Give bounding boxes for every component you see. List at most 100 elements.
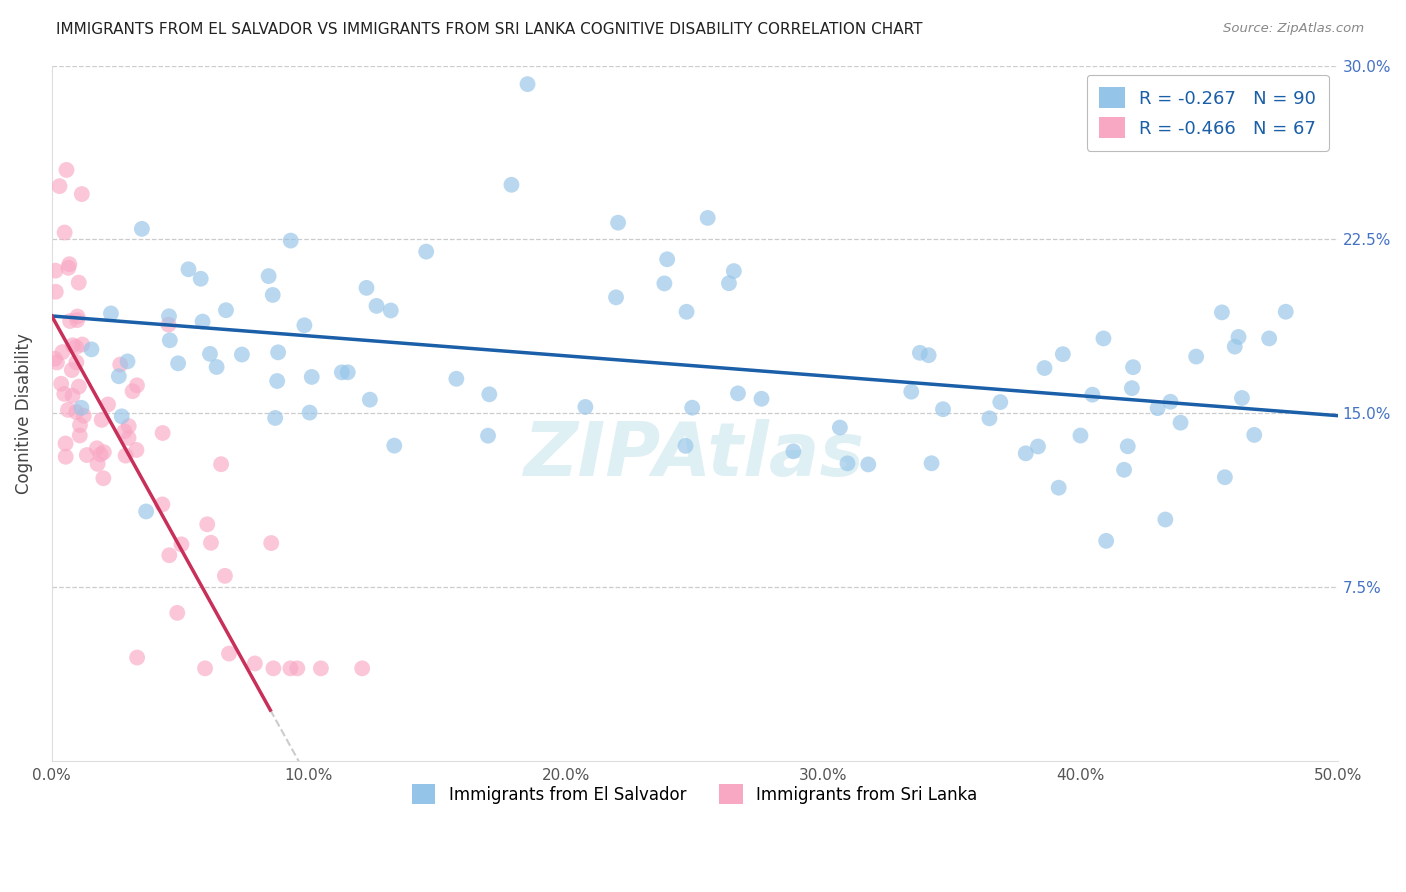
Point <box>51 345 73 359</box>
Point <box>605 290 627 304</box>
Point <box>70 337 93 351</box>
Point <box>90 447 112 461</box>
Y-axis label: Cognitive Disability: Cognitive Disability <box>15 333 32 494</box>
Point <box>55 162 77 177</box>
Point <box>330 365 353 379</box>
Point <box>157 548 180 562</box>
Point <box>1052 347 1074 361</box>
Point <box>309 661 332 675</box>
Point <box>152 425 174 440</box>
Point <box>285 661 308 675</box>
Point <box>45 285 67 299</box>
Point <box>114 449 136 463</box>
Point <box>66 313 89 327</box>
Point <box>150 497 173 511</box>
Point <box>1112 463 1135 477</box>
Point <box>352 661 374 675</box>
Point <box>908 346 931 360</box>
Point <box>280 661 302 675</box>
Point <box>257 269 280 284</box>
Point <box>93 471 115 485</box>
Point <box>70 401 93 415</box>
Point <box>1015 446 1038 460</box>
Point <box>214 569 236 583</box>
Point <box>55 436 77 450</box>
Point <box>60 363 83 377</box>
Point <box>93 445 115 459</box>
Point <box>267 345 290 359</box>
Point <box>86 442 108 456</box>
Point <box>681 401 703 415</box>
Point <box>198 347 221 361</box>
Point <box>1116 439 1139 453</box>
Point <box>1026 440 1049 454</box>
Point <box>380 303 402 318</box>
Point <box>48 179 70 194</box>
Point <box>262 661 284 675</box>
Point <box>260 536 283 550</box>
Point <box>1121 381 1143 395</box>
Point <box>751 392 773 406</box>
Point <box>1047 481 1070 495</box>
Point <box>80 343 103 357</box>
Point <box>477 428 499 442</box>
Point <box>723 264 745 278</box>
Point <box>264 411 287 425</box>
Point <box>100 306 122 320</box>
Point <box>1122 360 1144 375</box>
Point <box>1092 331 1115 345</box>
Point <box>292 318 315 333</box>
Point <box>125 378 148 392</box>
Point <box>654 277 676 291</box>
Point <box>121 384 143 399</box>
Point <box>932 402 955 417</box>
Point <box>177 262 200 277</box>
Point <box>111 409 134 424</box>
Point <box>574 400 596 414</box>
Point <box>190 272 212 286</box>
Point <box>114 425 136 439</box>
Point <box>478 387 501 401</box>
Point <box>59 314 82 328</box>
Point <box>675 305 697 319</box>
Point <box>1227 330 1250 344</box>
Point <box>218 647 240 661</box>
Point <box>1159 394 1181 409</box>
Point <box>135 504 157 518</box>
Point <box>1095 533 1118 548</box>
Legend: Immigrants from El Salvador, Immigrants from Sri Lanka: Immigrants from El Salvador, Immigrants … <box>401 772 988 815</box>
Point <box>58 257 80 271</box>
Point <box>117 431 139 445</box>
Point <box>516 77 538 91</box>
Text: IMMIGRANTS FROM EL SALVADOR VS IMMIGRANTS FROM SRI LANKA COGNITIVE DISABILITY CO: IMMIGRANTS FROM EL SALVADOR VS IMMIGRANT… <box>56 22 922 37</box>
Point <box>1211 305 1233 319</box>
Point <box>195 517 218 532</box>
Point <box>359 392 381 407</box>
Point <box>118 419 141 434</box>
Point <box>1258 331 1281 345</box>
Point <box>55 450 77 464</box>
Point <box>56 402 79 417</box>
Point <box>117 354 139 368</box>
Point <box>209 457 232 471</box>
Point <box>67 276 90 290</box>
Point <box>262 288 284 302</box>
Point <box>70 187 93 202</box>
Point <box>166 606 188 620</box>
Point <box>917 348 939 362</box>
Point <box>301 370 323 384</box>
Point <box>727 386 749 401</box>
Point <box>837 456 859 470</box>
Point <box>53 387 76 401</box>
Point <box>356 281 378 295</box>
Point <box>167 356 190 370</box>
Point <box>298 406 321 420</box>
Point <box>66 310 89 324</box>
Point <box>607 216 630 230</box>
Point <box>1170 416 1192 430</box>
Point <box>157 310 180 324</box>
Point <box>62 389 84 403</box>
Point <box>200 536 222 550</box>
Point <box>1213 470 1236 484</box>
Point <box>828 420 851 434</box>
